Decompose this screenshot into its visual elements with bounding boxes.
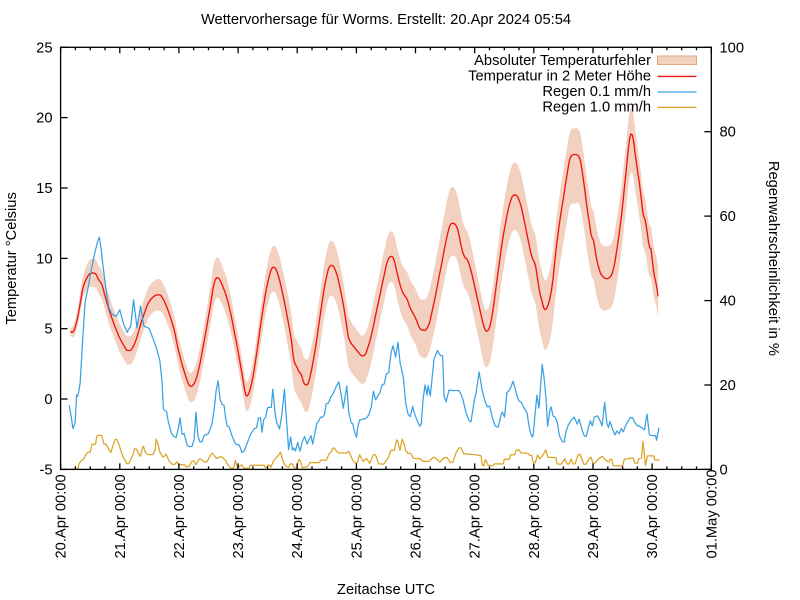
svg-text:20.Apr 00:00: 20.Apr 00:00 [54, 474, 70, 558]
svg-text:27.Apr 00:00: 27.Apr 00:00 [468, 474, 484, 558]
svg-text:0: 0 [44, 392, 52, 408]
svg-text:0: 0 [720, 462, 728, 478]
svg-text:25.Apr 00:00: 25.Apr 00:00 [349, 474, 365, 558]
svg-text:28.Apr 00:00: 28.Apr 00:00 [527, 474, 543, 558]
svg-text:-5: -5 [39, 462, 52, 478]
svg-text:29.Apr 00:00: 29.Apr 00:00 [586, 474, 602, 558]
svg-text:30.Apr 00:00: 30.Apr 00:00 [645, 474, 661, 558]
svg-text:Temperatur °Celsius: Temperatur °Celsius [4, 192, 20, 324]
svg-text:5: 5 [44, 322, 52, 338]
svg-text:Regen 1.0 mm/h: Regen 1.0 mm/h [542, 100, 651, 116]
svg-text:24.Apr 00:00: 24.Apr 00:00 [290, 474, 306, 558]
svg-text:25: 25 [36, 40, 52, 56]
svg-text:Absoluter Temperaturfehler: Absoluter Temperaturfehler [474, 53, 651, 69]
svg-text:26.Apr 00:00: 26.Apr 00:00 [409, 474, 425, 558]
svg-text:Temperatur in 2 Meter Höhe: Temperatur in 2 Meter Höhe [468, 69, 651, 85]
svg-text:01.May 00:00: 01.May 00:00 [704, 470, 720, 559]
svg-text:100: 100 [720, 40, 745, 56]
svg-text:23.Apr 00:00: 23.Apr 00:00 [231, 474, 247, 558]
svg-text:20: 20 [720, 378, 736, 394]
svg-text:10: 10 [36, 251, 52, 267]
svg-text:Wettervorhersage für Worms. Er: Wettervorhersage für Worms. Erstellt: 20… [201, 12, 571, 28]
svg-text:Zeitachse UTC: Zeitachse UTC [337, 582, 435, 598]
svg-text:15: 15 [36, 181, 52, 197]
svg-text:40: 40 [720, 294, 736, 310]
svg-text:80: 80 [720, 125, 736, 141]
svg-text:60: 60 [720, 209, 736, 225]
svg-text:21.Apr 00:00: 21.Apr 00:00 [113, 474, 129, 558]
svg-text:20: 20 [36, 111, 52, 127]
svg-text:Regenwahrscheinlichkeit in %: Regenwahrscheinlichkeit in % [765, 161, 781, 356]
svg-text:Regen 0.1 mm/h: Regen 0.1 mm/h [542, 84, 651, 100]
svg-text:22.Apr 00:00: 22.Apr 00:00 [172, 474, 188, 558]
